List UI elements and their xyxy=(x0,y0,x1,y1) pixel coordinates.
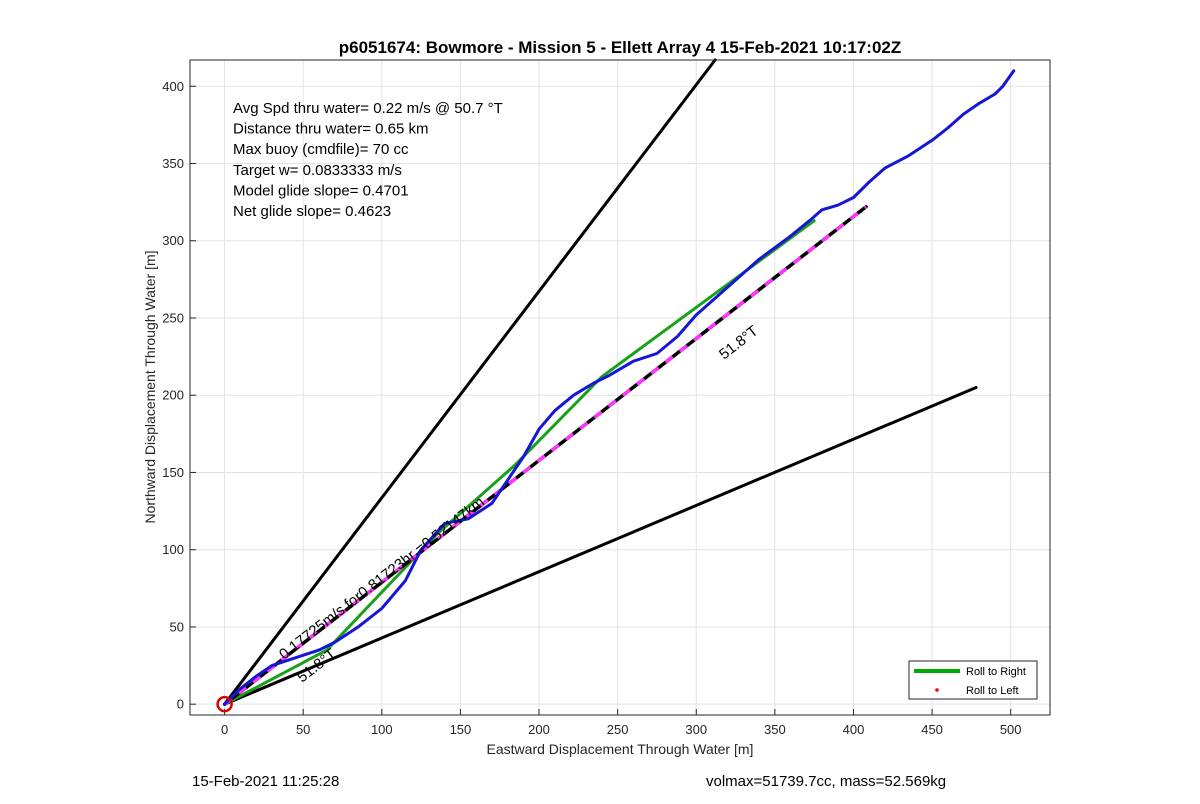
y-tick-label: 300 xyxy=(162,233,184,248)
y-tick-label: 100 xyxy=(162,542,184,557)
start-marker xyxy=(216,695,233,713)
footer-timestamp: 15-Feb-2021 11:25:28 xyxy=(192,773,340,790)
y-tick-label: 350 xyxy=(162,156,184,171)
legend-box xyxy=(908,660,1038,700)
x-tick-label: 150 xyxy=(450,722,472,737)
y-tick-label: 0 xyxy=(177,697,184,712)
x-tick-label: 200 xyxy=(528,722,550,737)
legend-label-roll-right: Roll to Right xyxy=(966,666,1026,678)
x-tick-label: 300 xyxy=(685,722,707,737)
x-tick-label: 250 xyxy=(607,722,629,737)
annotation-line: Target w= 0.0833333 m/s xyxy=(233,162,402,179)
x-axis-ticks: 0 50 100 150 200 250 300 350 400 450 500 xyxy=(221,709,1022,737)
heading-line xyxy=(222,205,868,706)
grid xyxy=(190,60,1050,715)
annotation-line: Net glide slope= 0.4623 xyxy=(233,203,391,220)
y-tick-label: 250 xyxy=(162,310,184,325)
x-tick-label: 500 xyxy=(1000,722,1022,737)
roll-right-line xyxy=(223,219,816,706)
heading-label-mid: 51.8°T xyxy=(716,323,761,364)
chart-title: p6051674: Bowmore - Mission 5 - Ellett A… xyxy=(339,38,902,57)
lower-bound-line xyxy=(223,386,978,706)
plot-frame xyxy=(189,59,1051,716)
y-axis-label: Northward Displacement Through Water [m] xyxy=(142,250,158,523)
legend-label-roll-left: Roll to Left xyxy=(966,685,1019,697)
y-tick-label: 50 xyxy=(170,619,184,634)
x-tick-label: 400 xyxy=(843,722,865,737)
annotation-line: Distance thru water= 0.65 km xyxy=(233,121,429,138)
annotation-line: Model glide slope= 0.4701 xyxy=(233,182,409,199)
legend-swatch-roll-left xyxy=(935,688,939,692)
stats-annotations: Avg Spd thru water= 0.22 m/s @ 50.7 °T Di… xyxy=(233,100,503,220)
x-tick-label: 450 xyxy=(921,722,943,737)
annotation-line: Avg Spd thru water= 0.22 m/s @ 50.7 °T xyxy=(233,100,503,117)
x-tick-label: 350 xyxy=(764,722,786,737)
plot-lines xyxy=(216,58,1016,713)
y-tick-label: 150 xyxy=(162,465,184,480)
x-tick-label: 0 xyxy=(221,722,228,737)
annotation-line: Max buoy (cmdfile)= 70 cc xyxy=(233,141,409,158)
y-tick-label: 400 xyxy=(162,79,184,94)
track-line xyxy=(223,69,1016,706)
x-axis-label: Eastward Displacement Through Water [m] xyxy=(487,741,754,757)
x-tick-label: 100 xyxy=(371,722,393,737)
x-tick-label: 50 xyxy=(296,722,310,737)
legend: Roll to Right Roll to Left xyxy=(908,660,1038,700)
y-tick-label: 200 xyxy=(162,388,184,403)
y-axis-ticks: 0 50 100 150 200 250 300 350 400 xyxy=(162,79,196,712)
upper-bound-line xyxy=(223,58,717,706)
footer-mass-info: volmax=51739.7cc, mass=52.569kg xyxy=(706,773,947,790)
